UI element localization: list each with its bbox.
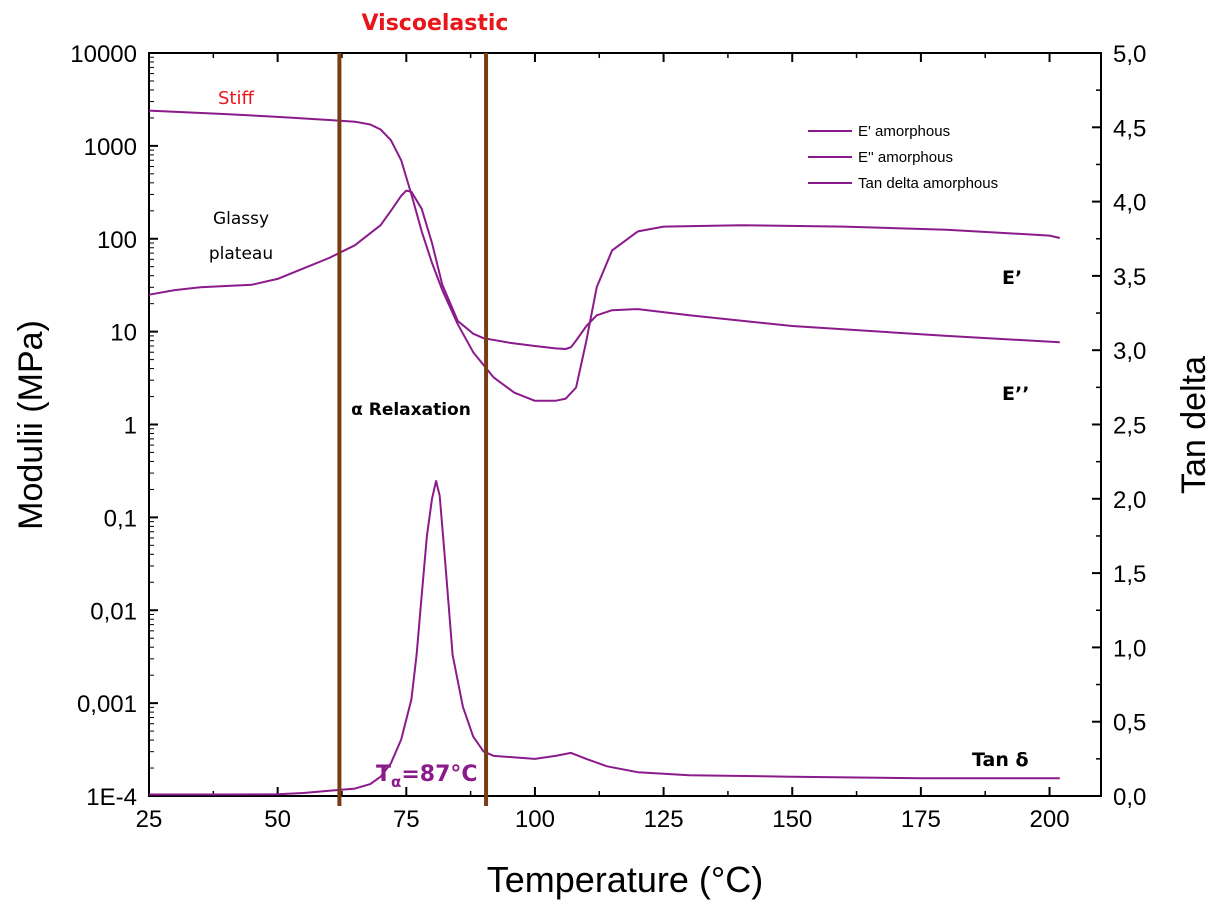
- x-tick-label: 75: [393, 806, 420, 833]
- y-tick-label: 10000: [70, 41, 137, 68]
- legend-label-e-double-prime: E'' amorphous: [858, 149, 953, 166]
- annotation-stiff: Stiff: [218, 88, 254, 109]
- t-alpha-subscript: α: [391, 773, 401, 791]
- y-tick-label: 0,01: [90, 598, 137, 625]
- y2-tick-label: 0,5: [1113, 710, 1146, 737]
- series-e-double-prime-line: [148, 189, 1060, 350]
- legend-label-e-prime: E' amorphous: [858, 123, 950, 140]
- y2-tick-label: 4,0: [1113, 190, 1146, 217]
- annotation-plateau: plateau: [209, 244, 273, 264]
- t-alpha-main: T: [376, 762, 391, 787]
- annotation-e-double-prime: E’’: [1002, 383, 1029, 405]
- y-axis-ticks: 1E-4 0,001 0,01 0,1 1 10 100 1000 10000: [70, 41, 158, 811]
- y2-tick-label: 1,5: [1113, 561, 1146, 588]
- y2-tick-label: 5,0: [1113, 41, 1146, 68]
- x-tick-label: 25: [136, 806, 163, 833]
- annotation-tan-delta: Tan δ: [972, 749, 1029, 771]
- y2-tick-label: 3,5: [1113, 264, 1146, 291]
- y2-tick-label: 0,0: [1113, 784, 1146, 811]
- y-tick-label: 0,1: [104, 505, 137, 532]
- y2-tick-label: 2,5: [1113, 413, 1146, 440]
- legend-label-tan-delta: Tan delta amorphous: [858, 175, 998, 192]
- x-axis-label: Temperature (°C): [487, 859, 763, 900]
- transition-lines: [337, 53, 489, 806]
- series-tan-delta-line: [149, 480, 1060, 796]
- y-tick-label: 100: [97, 227, 137, 254]
- y-tick-label: 10: [110, 320, 137, 347]
- chart-title: Viscoelastic: [362, 11, 509, 36]
- plot-frame: [148, 52, 1102, 797]
- y-tick-label: 1: [124, 413, 137, 440]
- y-tick-label: 0,001: [77, 691, 137, 718]
- y2-tick-label: 3,0: [1113, 338, 1146, 365]
- x-tick-label: 100: [515, 806, 555, 833]
- legend: E' amorphous E'' amorphous Tan delta amo…: [808, 123, 998, 192]
- y2-axis-ticks: 0,0 0,5 1,0 1,5 2,0 2,5 3,0 3,5 4,0 4,5 5,0: [1092, 41, 1146, 811]
- annotation-e-prime: E’: [1002, 267, 1022, 289]
- t-alpha-value: =87°C: [401, 762, 477, 787]
- x-tick-label: 50: [264, 806, 291, 833]
- x-tick-label: 200: [1030, 806, 1070, 833]
- y-tick-label: 1E-4: [86, 784, 137, 811]
- annotation-t-alpha: Tα=87°C: [376, 762, 478, 791]
- series-layer: [148, 109, 1061, 796]
- x-tick-label: 125: [644, 806, 684, 833]
- annotation-glassy: Glassy: [213, 209, 269, 229]
- y-axis-label: Modulii (MPa): [12, 320, 50, 530]
- series-e-prime-line: [148, 109, 1061, 402]
- x-axis-ticks: 25 50 75 100 125 150 175 200: [136, 53, 1070, 833]
- y2-tick-label: 1,0: [1113, 635, 1146, 662]
- x-tick-label: 150: [772, 806, 812, 833]
- y-tick-label: 1000: [84, 134, 137, 161]
- y2-tick-label: 4,5: [1113, 115, 1146, 142]
- annotation-alpha-relaxation: α Relaxation: [351, 400, 471, 420]
- y2-axis-label: Tan delta: [1175, 356, 1211, 494]
- x-tick-label: 175: [901, 806, 941, 833]
- y2-tick-label: 2,0: [1113, 487, 1146, 514]
